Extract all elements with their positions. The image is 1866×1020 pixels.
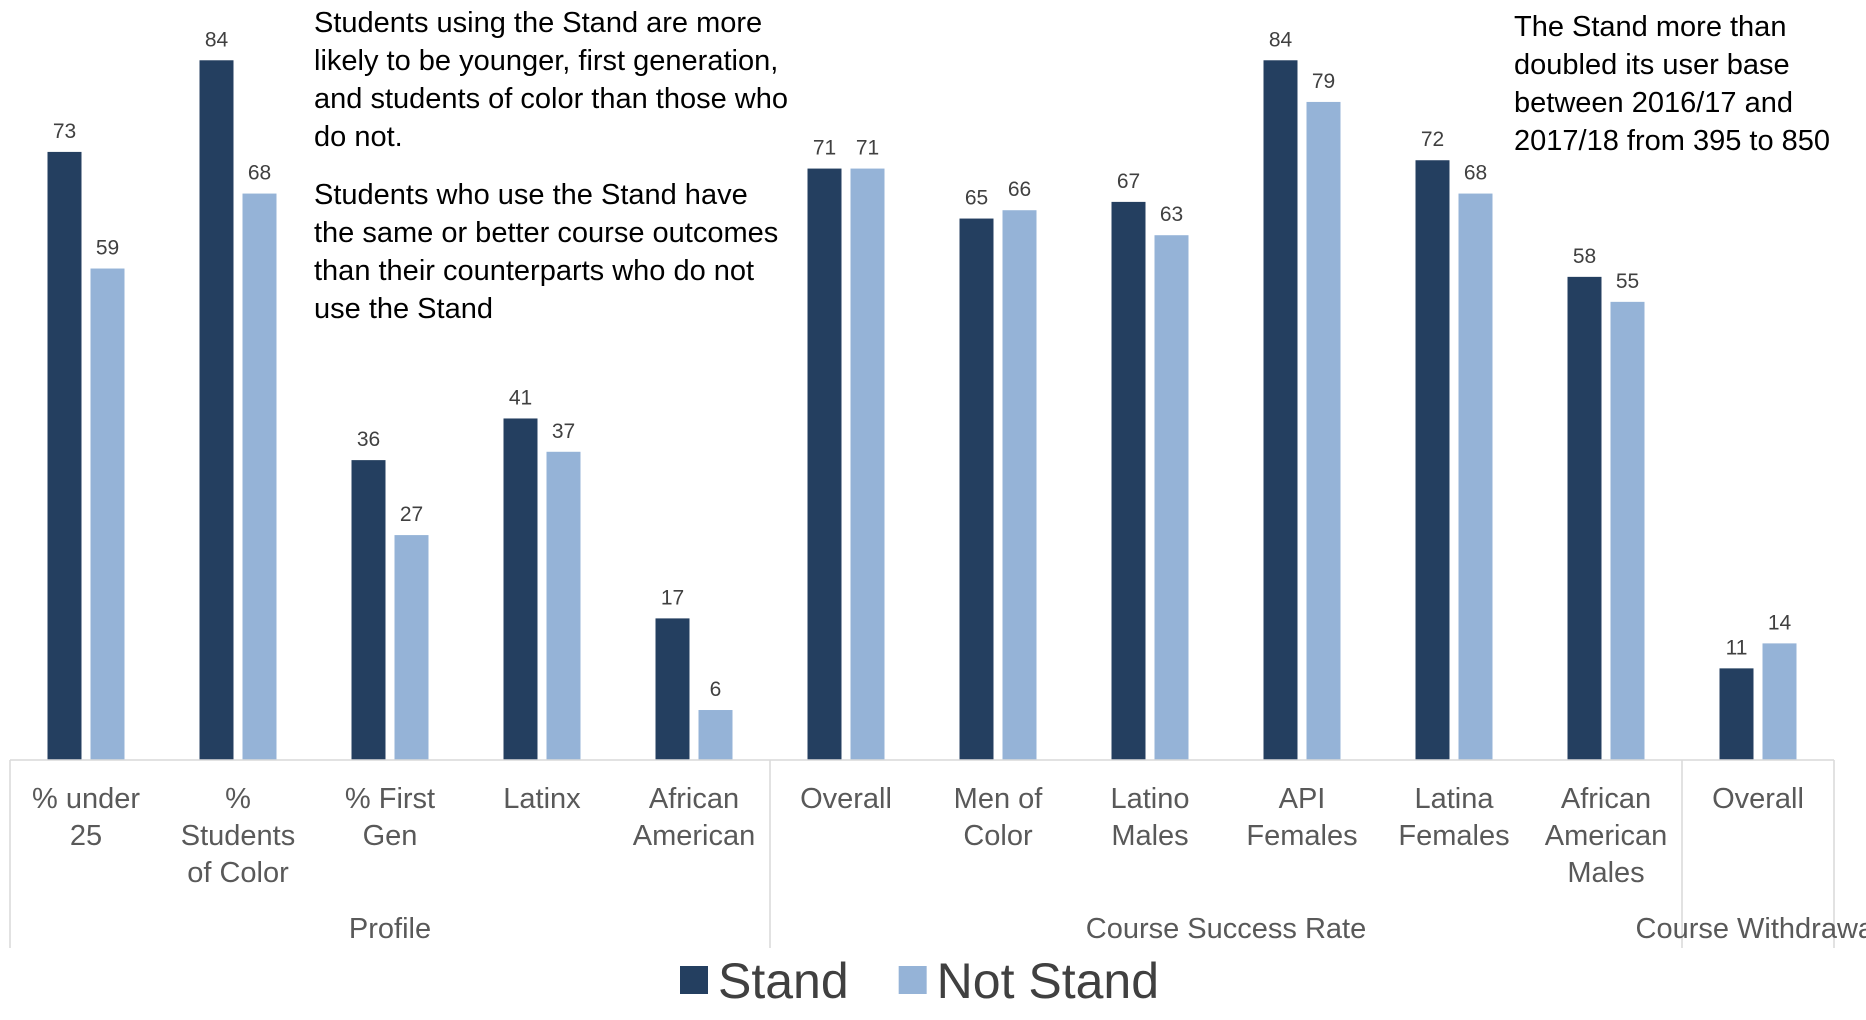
bar-not-stand-0	[90, 268, 125, 760]
bar-not-stand-8	[1306, 101, 1341, 761]
value-label-not-stand-10: 55	[1616, 270, 1639, 293]
bar-stand-0	[47, 151, 82, 760]
value-label-not-stand-5: 71	[856, 137, 879, 160]
bar-not-stand-9	[1458, 193, 1493, 760]
category-label-7: Latino Males	[1110, 783, 1189, 852]
value-labels-layer: 73 84 36 41 17 71 65 67 84 72 58 11 59 68 27 37 6 71 66 63 7…	[53, 28, 1792, 701]
legend-swatch-0	[680, 966, 708, 994]
legend-label-0: Stand	[718, 953, 849, 1009]
value-label-not-stand-0: 59	[96, 237, 119, 260]
group-label-0: Profile	[349, 913, 431, 945]
annotation-left-line-2: Students who use the Stand have the same…	[314, 179, 779, 325]
bar-stand-8	[1263, 60, 1298, 760]
legend-swatch-1	[898, 966, 927, 994]
bar-not-stand-5	[850, 168, 885, 760]
value-label-not-stand-4: 6	[710, 678, 722, 701]
bars-layer	[47, 60, 1797, 761]
value-label-not-stand-6: 66	[1008, 178, 1031, 201]
bar-stand-7	[1111, 201, 1146, 760]
value-label-not-stand-9: 68	[1464, 162, 1487, 185]
value-label-stand-3: 41	[509, 386, 532, 409]
category-label-3: Latinx	[503, 783, 581, 815]
value-label-not-stand-7: 63	[1160, 203, 1183, 226]
value-label-stand-2: 36	[357, 428, 380, 451]
bar-stand-5	[807, 168, 842, 760]
value-label-not-stand-8: 79	[1312, 70, 1335, 93]
bar-not-stand-7	[1154, 235, 1189, 760]
bar-not-stand-11	[1762, 643, 1797, 760]
category-label-11: Overall	[1712, 783, 1804, 815]
annotation-right: The Stand more than doubled its user bas…	[1514, 8, 1864, 160]
bar-stand-2	[351, 460, 386, 760]
bar-not-stand-2	[394, 535, 429, 760]
bar-stand-1	[199, 60, 234, 760]
value-label-stand-4: 17	[661, 586, 684, 609]
value-label-stand-1: 84	[205, 28, 229, 51]
bar-stand-9	[1415, 160, 1450, 761]
annotation-right-text: The Stand more than doubled its user bas…	[1514, 11, 1831, 157]
value-label-stand-7: 67	[1117, 170, 1140, 193]
bar-not-stand-4	[698, 710, 733, 760]
category-label-2: % First Gen	[345, 783, 435, 852]
value-label-stand-8: 84	[1269, 28, 1293, 51]
category-label-9: Latina Females	[1398, 783, 1509, 852]
value-label-stand-10: 58	[1573, 245, 1596, 268]
bar-not-stand-3	[546, 451, 581, 760]
annotation-left: Students using the Stand are more likely…	[314, 4, 794, 328]
bar-stand-3	[503, 418, 538, 760]
bar-stand-4	[655, 618, 690, 760]
value-label-stand-11: 11	[1726, 636, 1748, 659]
bar-not-stand-6	[1002, 210, 1037, 761]
category-label-1: % Students of Color	[181, 783, 295, 889]
category-label-0: % under 25	[32, 783, 140, 852]
category-label-5: Overall	[800, 783, 892, 815]
category-label-8: API Females	[1246, 783, 1357, 852]
legend-label-1: Not Stand	[937, 953, 1159, 1009]
annotation-left-line-1: Students using the Stand are more likely…	[314, 7, 788, 153]
value-label-not-stand-1: 68	[248, 162, 271, 185]
group-label-1: Course Success Rate	[1086, 913, 1366, 945]
value-label-not-stand-3: 37	[552, 420, 575, 443]
value-label-not-stand-11: 14	[1768, 611, 1792, 634]
category-label-6: Men of Color	[954, 783, 1044, 852]
bar-stand-6	[959, 218, 994, 761]
bar-stand-11	[1719, 668, 1754, 760]
group-label-2: Course Withdrawal	[1636, 913, 1866, 945]
legend: Stand Not Stand	[680, 953, 1159, 1009]
value-label-stand-6: 65	[965, 187, 988, 210]
value-label-stand-9: 72	[1421, 128, 1444, 151]
category-label-4: African American	[633, 783, 756, 852]
bar-not-stand-10	[1610, 301, 1645, 760]
value-label-not-stand-2: 27	[400, 503, 423, 526]
value-label-stand-5: 71	[813, 137, 836, 160]
bar-not-stand-1	[242, 193, 277, 760]
category-label-10: African American Males	[1545, 783, 1668, 889]
bar-stand-10	[1567, 276, 1602, 760]
value-label-stand-0: 73	[53, 120, 76, 143]
category-axis: % under 25 % Students of Color % First Gen Lati…	[9, 759, 1866, 948]
